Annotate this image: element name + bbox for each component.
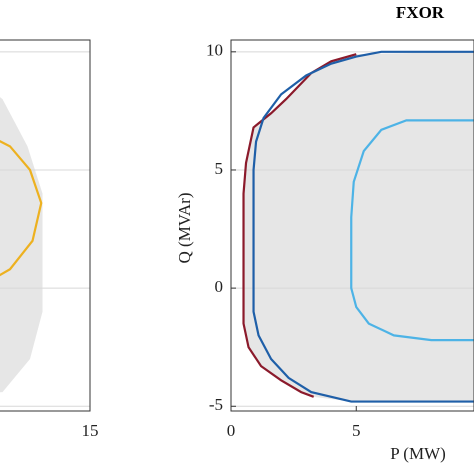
x-tick-label: 0	[227, 421, 236, 440]
curve	[0, 140, 43, 277]
curve	[350, 119, 474, 342]
axes-box	[0, 39, 91, 412]
y-tick-label: 5	[215, 159, 224, 178]
y-tick-label: -5	[209, 395, 223, 414]
curve	[252, 50, 474, 403]
y-tick-label: 10	[206, 41, 223, 60]
feasible-region	[0, 97, 43, 393]
chart-title: FXOR	[396, 3, 445, 22]
x-tick-label: 15	[82, 421, 99, 440]
x-axis-label: P (MW)	[390, 444, 446, 463]
curve	[242, 53, 357, 398]
axes-box	[230, 39, 474, 412]
y-tick-label: 0	[215, 277, 224, 296]
feasible-region	[243, 51, 474, 402]
y-axis-label: Q (MVAr)	[175, 193, 194, 264]
plot: -5051015	[0, 39, 99, 440]
x-tick-label: 5	[352, 421, 361, 440]
